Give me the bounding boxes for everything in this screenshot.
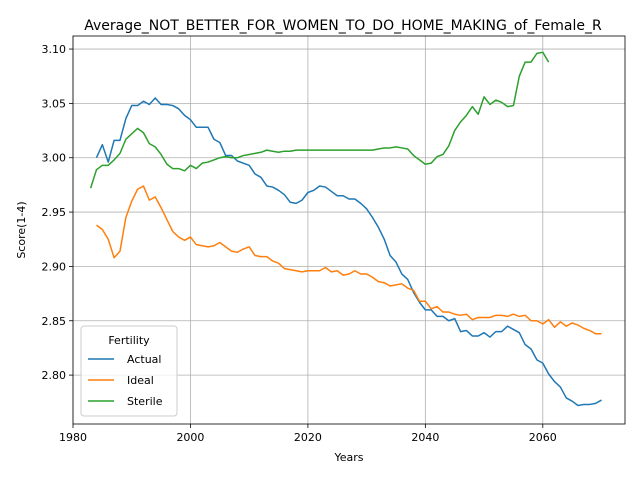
x-tick-label: 2040 bbox=[411, 431, 439, 444]
legend-title: Fertility bbox=[108, 334, 150, 347]
plot-area-frame bbox=[72, 35, 626, 425]
y-tick-label: 2.85 bbox=[42, 315, 67, 328]
grid bbox=[72, 36, 625, 424]
axis-ticks: 1980 2000 2020 2040 2060 2.80 2.85 2.90 2.95 3.00… bbox=[42, 43, 557, 444]
x-tick-label: 1980 bbox=[59, 431, 87, 444]
series-line-sterile bbox=[89, 51, 550, 189]
x-tick-label: 2060 bbox=[529, 431, 557, 444]
y-tick-label: 3.05 bbox=[42, 97, 67, 110]
legend-entries: Actual Ideal Sterile bbox=[88, 353, 163, 408]
legend-label-ideal: Ideal bbox=[127, 374, 154, 387]
series-lines bbox=[89, 51, 602, 407]
series-line-actual bbox=[95, 97, 602, 407]
series-line-ideal bbox=[96, 185, 602, 335]
y-tick-label: 2.90 bbox=[42, 260, 67, 273]
legend-box bbox=[80, 325, 178, 417]
y-tick-label: 2.95 bbox=[42, 206, 67, 219]
legend: Fertility Actual Ideal Sterile bbox=[80, 325, 178, 417]
x-tick-label: 2000 bbox=[176, 431, 204, 444]
x-axis-label: Years bbox=[333, 451, 363, 464]
legend-label-sterile: Sterile bbox=[127, 395, 163, 408]
y-tick-label: 2.80 bbox=[42, 369, 67, 382]
y-tick-label: 3.10 bbox=[42, 43, 67, 56]
chart-title: Average_NOT_BETTER_FOR_WOMEN_TO_DO_HOME_… bbox=[84, 18, 602, 34]
x-tick-label: 2020 bbox=[294, 431, 322, 444]
legend-label-actual: Actual bbox=[127, 353, 161, 366]
y-axis-label: Score(1-4) bbox=[15, 201, 28, 258]
y-tick-label: 3.00 bbox=[42, 152, 67, 165]
